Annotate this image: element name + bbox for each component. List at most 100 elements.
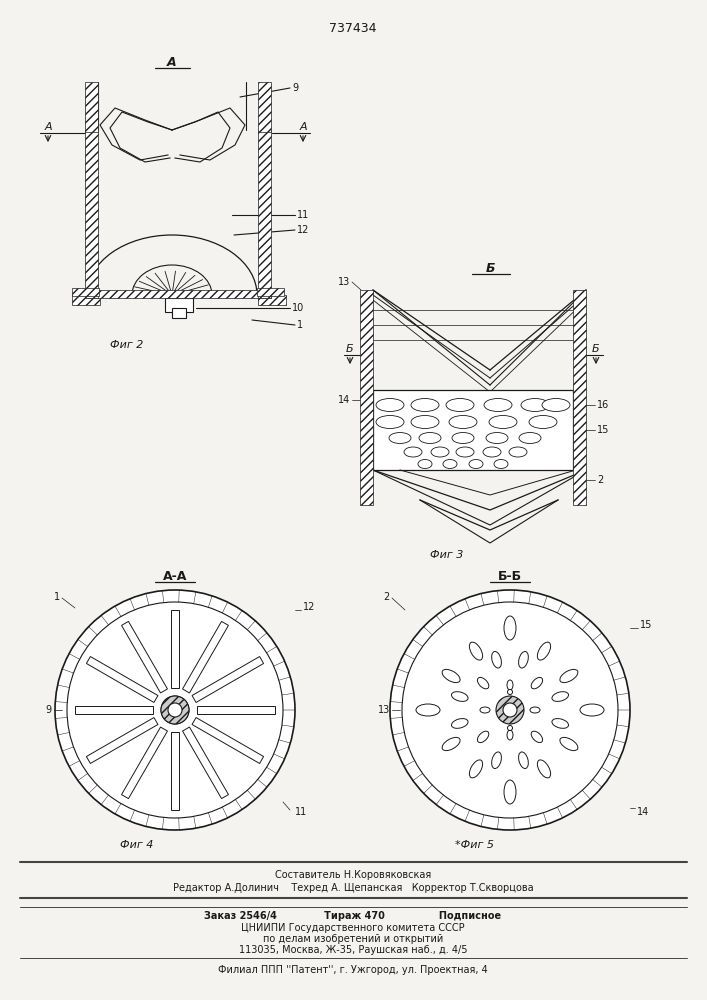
Ellipse shape — [376, 416, 404, 428]
Ellipse shape — [530, 707, 540, 713]
Ellipse shape — [560, 737, 578, 751]
Text: 15: 15 — [640, 620, 653, 630]
Ellipse shape — [507, 680, 513, 690]
Bar — [85, 130, 98, 300]
Ellipse shape — [509, 447, 527, 457]
Text: 12: 12 — [297, 225, 310, 235]
Text: 13: 13 — [338, 277, 350, 287]
Ellipse shape — [419, 432, 441, 444]
Ellipse shape — [494, 460, 508, 468]
Polygon shape — [86, 657, 158, 702]
Circle shape — [168, 703, 182, 717]
Ellipse shape — [531, 731, 542, 743]
Bar — [258, 82, 271, 132]
Ellipse shape — [504, 780, 516, 804]
Ellipse shape — [491, 752, 501, 769]
Text: 2: 2 — [384, 592, 390, 602]
Ellipse shape — [404, 447, 422, 457]
Ellipse shape — [489, 416, 517, 428]
Ellipse shape — [449, 416, 477, 428]
Text: 13: 13 — [378, 705, 390, 715]
Bar — [72, 288, 99, 296]
Text: 16: 16 — [597, 400, 609, 410]
Polygon shape — [86, 718, 158, 763]
Bar — [85, 290, 98, 298]
Polygon shape — [171, 732, 179, 810]
Ellipse shape — [521, 398, 549, 412]
Ellipse shape — [519, 651, 528, 668]
Ellipse shape — [491, 651, 501, 668]
Ellipse shape — [529, 416, 557, 428]
Circle shape — [402, 602, 618, 818]
Text: А: А — [44, 122, 52, 132]
Ellipse shape — [469, 460, 483, 468]
Ellipse shape — [411, 416, 439, 428]
Ellipse shape — [443, 460, 457, 468]
Ellipse shape — [442, 737, 460, 751]
Text: Б: Б — [346, 344, 354, 354]
Ellipse shape — [508, 726, 513, 730]
Text: 1: 1 — [54, 592, 60, 602]
Ellipse shape — [376, 398, 404, 412]
Text: 11: 11 — [295, 807, 308, 817]
Ellipse shape — [477, 677, 489, 689]
Text: А: А — [299, 122, 307, 132]
Text: 12: 12 — [303, 602, 315, 612]
Ellipse shape — [483, 447, 501, 457]
Circle shape — [496, 696, 524, 724]
Bar — [373, 390, 573, 470]
Ellipse shape — [477, 731, 489, 743]
Ellipse shape — [480, 707, 490, 713]
Text: 15: 15 — [597, 425, 609, 435]
Ellipse shape — [442, 669, 460, 683]
Text: 11: 11 — [297, 210, 309, 220]
Ellipse shape — [486, 432, 508, 444]
Circle shape — [55, 590, 295, 830]
Text: 14: 14 — [338, 395, 350, 405]
Ellipse shape — [456, 447, 474, 457]
Ellipse shape — [531, 677, 542, 689]
Ellipse shape — [411, 398, 439, 412]
Ellipse shape — [389, 432, 411, 444]
Text: Б: Б — [592, 344, 600, 354]
Polygon shape — [171, 610, 179, 688]
Ellipse shape — [537, 760, 551, 778]
Text: ЦНИИПИ Государственного комитета СССР: ЦНИИПИ Государственного комитета СССР — [241, 923, 464, 933]
Text: А-А: А-А — [163, 570, 187, 584]
Circle shape — [161, 696, 189, 724]
Polygon shape — [122, 621, 168, 693]
Polygon shape — [122, 727, 168, 799]
Ellipse shape — [519, 752, 528, 769]
Text: 10: 10 — [292, 303, 304, 313]
Ellipse shape — [507, 730, 513, 740]
Text: А: А — [167, 56, 177, 70]
Text: Б-Б: Б-Б — [498, 570, 522, 584]
Ellipse shape — [452, 719, 468, 728]
Text: Составитель Н.Коровяковская: Составитель Н.Коровяковская — [275, 870, 431, 880]
Ellipse shape — [580, 704, 604, 716]
Text: 14: 14 — [637, 807, 649, 817]
Ellipse shape — [542, 398, 570, 412]
Ellipse shape — [416, 704, 440, 716]
Ellipse shape — [504, 616, 516, 640]
Bar — [360, 290, 373, 505]
Text: 9: 9 — [46, 705, 52, 715]
Text: Фиг 3: Фиг 3 — [430, 550, 463, 560]
Bar — [85, 82, 98, 132]
Ellipse shape — [484, 398, 512, 412]
Text: 2: 2 — [597, 475, 603, 485]
Ellipse shape — [519, 432, 541, 444]
Circle shape — [390, 590, 630, 830]
Text: Фиг 2: Фиг 2 — [110, 340, 144, 350]
Text: 1: 1 — [297, 320, 303, 330]
Ellipse shape — [469, 760, 483, 778]
Polygon shape — [192, 718, 264, 763]
Text: Фиг 4: Фиг 4 — [120, 840, 153, 850]
Bar — [85, 290, 271, 298]
Ellipse shape — [537, 642, 551, 660]
Text: 737434: 737434 — [329, 21, 377, 34]
Text: 113035, Москва, Ж-35, Раушская наб., д. 4/5: 113035, Москва, Ж-35, Раушская наб., д. … — [239, 945, 467, 955]
Bar — [258, 290, 271, 298]
Bar — [257, 288, 284, 296]
Ellipse shape — [469, 642, 483, 660]
